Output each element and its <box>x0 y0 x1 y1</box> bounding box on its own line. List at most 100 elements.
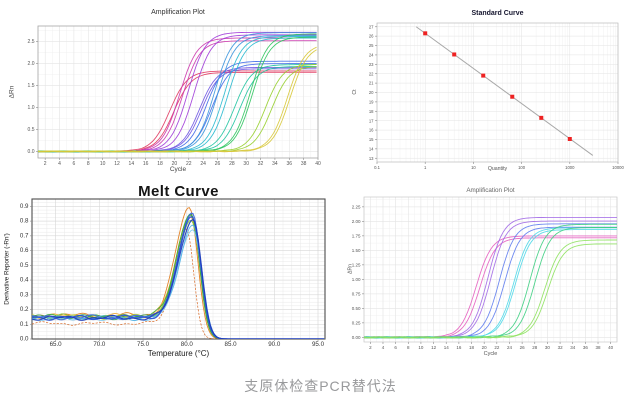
y-tick-label: 18 <box>369 109 374 114</box>
x-tick-label: 34 <box>570 345 576 350</box>
x-tick-label: 40 <box>315 161 321 167</box>
x-tick-label: 14 <box>444 345 450 350</box>
standard-curve-panel: Standard Curve Ct Quantity 0.1 1 10 100 1000… <box>340 0 641 185</box>
x-tick-label: 20 <box>482 345 488 350</box>
y-tick-label: 15 <box>369 137 374 142</box>
y-tick-label: 0.5 <box>20 262 29 269</box>
x-tick-label: 75.0 <box>137 341 150 348</box>
x-tick-label: 34 <box>272 161 278 167</box>
y-tick-label: 0.5 <box>28 127 35 133</box>
x-tick-label: 36 <box>287 161 293 167</box>
figure-caption: 支原体检查PCR替代法 <box>244 378 397 394</box>
x-tick-label: 1 <box>424 165 427 170</box>
y-tick-label: 2.25 <box>352 204 361 209</box>
x-tick-label: 10 <box>418 345 424 350</box>
chart-title: Standard Curve <box>471 10 524 17</box>
y-tick-label: 0.4 <box>20 277 29 284</box>
y-tick-label: 21 <box>369 81 374 86</box>
series-group <box>32 207 325 339</box>
x-tick-label: 32 <box>258 161 264 167</box>
x-tick-label: 24 <box>507 345 513 350</box>
y-tick-label: 0.0 <box>28 149 35 155</box>
amplification-plot-1-chart: 2 4 6 8 10 12 14 16 18 20 22 24 26 28 30 32 34 36 38 400.00… <box>28 25 321 167</box>
x-tick-label: 26 <box>215 161 221 167</box>
y-tick-label: 1.75 <box>352 233 361 238</box>
y-tick-label: 20 <box>369 90 374 95</box>
y-tick-label: 17 <box>369 118 374 123</box>
x-tick-label: 10 <box>100 161 106 167</box>
y-tick-label: 1.50 <box>352 248 361 253</box>
y-tick-label: 25 <box>369 43 374 48</box>
y-tick-label: 0.00 <box>352 335 361 340</box>
y-tick-label: 1.00 <box>352 277 361 282</box>
x-tick-label: 12 <box>431 345 437 350</box>
standard-point <box>423 31 428 36</box>
standard-point <box>452 52 457 57</box>
amplification-curve <box>364 243 617 339</box>
x-tick-label: 18 <box>157 161 163 167</box>
x-tick-label: 100 <box>518 165 526 170</box>
x-tick-label: 24 <box>200 161 206 167</box>
y-tick-label: 0.75 <box>352 291 361 296</box>
y-tick-label: 0.9 <box>20 203 29 210</box>
y-tick-label: 2.0 <box>28 61 35 67</box>
x-tick-label: 85.0 <box>225 341 238 348</box>
y-tick-label: 0.0 <box>20 336 29 343</box>
x-axis-label: Cycle <box>483 351 498 357</box>
melt-curve <box>32 212 325 339</box>
x-tick-label: 18 <box>469 345 475 350</box>
y-tick-label: 0.25 <box>352 320 361 325</box>
x-tick-label: 36 <box>583 345 589 350</box>
x-tick-label: 90.0 <box>268 341 281 348</box>
melt-curve <box>32 207 325 339</box>
y-tick-label: 22 <box>369 71 374 76</box>
x-tick-label: 40 <box>608 345 614 350</box>
x-axis-label: Temperature (°C) <box>147 349 210 358</box>
amplification-plot-2-chart: 2 4 6 8 10 12 14 16 18 20 22 24 26 28 30 32 34 36 38 400.00… <box>352 196 618 350</box>
standard-curve-chart: 0.1 1 10 100 1000 10000 13 14 15 16 17 18 19 20 21 22 23… <box>369 22 624 170</box>
x-tick-label: 38 <box>596 345 602 350</box>
melt-curve-panel: Melt Curve Derivative Reporter (-Rn') Te… <box>0 183 340 370</box>
y-tick-label: 13 <box>369 156 374 161</box>
y-tick-label: 26 <box>369 34 374 39</box>
x-tick-label: 1000 <box>565 165 575 170</box>
melt-curve <box>32 215 325 339</box>
x-tick-label: 6 <box>394 345 397 350</box>
x-tick-label: 32 <box>558 345 564 350</box>
melt-curve <box>32 224 325 339</box>
amplification-curve <box>364 239 617 339</box>
y-tick-label: 1.0 <box>28 105 35 111</box>
x-tick-label: 30 <box>545 345 551 350</box>
x-tick-label: 70.0 <box>93 341 106 348</box>
x-tick-label: 16 <box>456 345 462 350</box>
x-tick-label: 30 <box>243 161 249 167</box>
x-tick-label: 8 <box>407 345 410 350</box>
standard-point <box>510 94 515 99</box>
x-tick-label: 38 <box>301 161 307 167</box>
y-tick-label: 19 <box>369 99 374 104</box>
x-tick-label: 65.0 <box>50 341 63 348</box>
x-tick-label: 6 <box>73 161 76 167</box>
melt-curve-chart: 65.0 70.0 75.0 80.0 85.0 90.0 95.0 0.0 0.1 0.2 0.3… <box>20 198 326 348</box>
x-tick-label: 22 <box>494 345 500 350</box>
y-tick-label: 1.25 <box>352 262 361 267</box>
x-tick-label: 10 <box>471 165 476 170</box>
chart-title: Amplification Plot <box>466 187 515 194</box>
y-tick-label: 1.5 <box>28 83 35 89</box>
x-tick-label: 4 <box>58 161 61 167</box>
y-tick-label: 27 <box>369 24 374 29</box>
x-tick-label: 10000 <box>612 165 624 170</box>
y-tick-label: 2.00 <box>352 219 361 224</box>
y-tick-label: 0.1 <box>20 321 29 328</box>
x-tick-label: 2 <box>44 161 47 167</box>
amplification-plot-2-panel: Amplification Plot ΔRn Cycle 2 4 6 8 10 12 14 1… <box>345 185 641 370</box>
amplification-plot-1-panel: Amplification Plot ΔRn Cycle 2 4 6 8 10 12 14 1… <box>0 0 335 185</box>
x-tick-label: 95.0 <box>312 341 325 348</box>
x-tick-label: 28 <box>532 345 538 350</box>
y-tick-label: 0.7 <box>20 232 29 239</box>
amplification-curve <box>38 49 317 153</box>
standard-point <box>481 73 486 78</box>
y-tick-label: 0.8 <box>20 218 29 225</box>
x-tick-label: 26 <box>520 345 526 350</box>
